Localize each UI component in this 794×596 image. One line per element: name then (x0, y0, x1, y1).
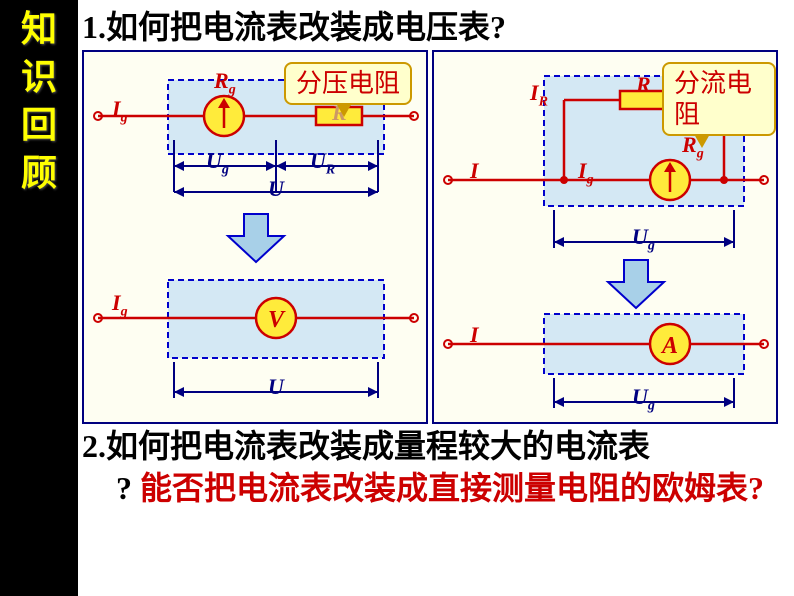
q3-text: 能否把电流表改装成直接测量电阻的欧姆表? (140, 470, 764, 506)
label-Ug: Ug (206, 148, 229, 178)
label-Ig2: Ig (112, 290, 128, 320)
question-2: 2.如何把电流表改装成量程较大的电流表 (78, 424, 794, 468)
sidebar-char: 识 (21, 53, 57, 101)
q1-num: 1. (82, 9, 106, 45)
svg-text:V: V (268, 307, 286, 333)
question-1: 1.如何把电流表改装成电压表? (78, 0, 794, 50)
q2-num: 2. (82, 428, 106, 464)
sidebar-char: 知 (21, 5, 57, 53)
sidebar-char: 回 (21, 101, 57, 149)
main-content: 1.如何把电流表改装成电压表? 分压电阻 (78, 0, 794, 596)
diagram-voltmeter: 分压电阻 (82, 50, 428, 424)
circuit-svg-left: V (84, 52, 430, 426)
question-3: ? 能否把电流表改装成直接测量电阻的欧姆表? (78, 468, 794, 510)
label-R: R (636, 72, 651, 98)
label-Ug2: Ug (632, 384, 655, 414)
sidebar: 知 识 回 顾 (0, 0, 78, 596)
label-Rg: Rg (214, 68, 236, 98)
label-IR: IR (530, 80, 548, 110)
label-Ig: Ig (112, 96, 128, 126)
label-U2: U (268, 374, 284, 400)
q3-prefix: ? (116, 470, 132, 506)
label-I: I (470, 158, 479, 184)
callout-series-resistor: 分压电阻 (284, 62, 412, 105)
label-Ig: Ig (578, 158, 594, 188)
sidebar-char: 顾 (21, 149, 57, 197)
label-U: U (268, 176, 284, 202)
label-UR: UR (310, 148, 335, 178)
q1-text: 如何把电流表改装成电压表? (106, 9, 506, 45)
label-Ug: Ug (632, 224, 655, 254)
label-I2: I (470, 322, 479, 348)
q2-text: 如何把电流表改装成量程较大的电流表 (106, 428, 650, 464)
callout-shunt-resistor: 分流电阻 (662, 62, 776, 136)
svg-text:A: A (660, 333, 678, 359)
diagram-ammeter: 分流电阻 (432, 50, 778, 424)
